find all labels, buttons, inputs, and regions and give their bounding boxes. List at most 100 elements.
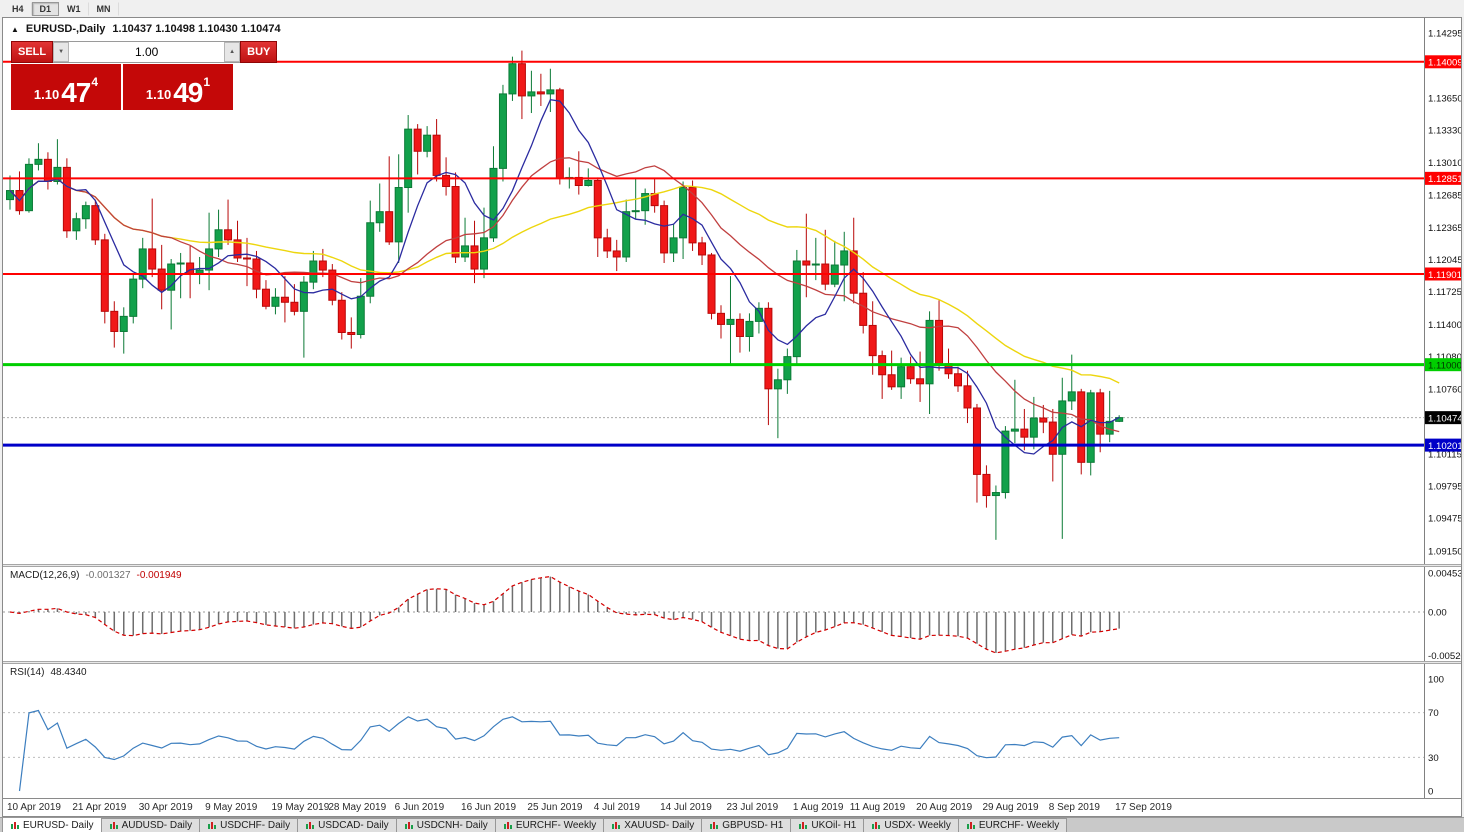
svg-text:1.13330: 1.13330 xyxy=(1428,126,1461,137)
macd-pane: 0.004536 0.00 -0.005205 MACD(12,26,9) -0.0… xyxy=(3,567,1461,661)
svg-text:1.11080: 1.11080 xyxy=(1428,352,1461,363)
date-label: 6 Jun 2019 xyxy=(394,802,445,813)
date-label: 4 Jul 2019 xyxy=(593,802,640,813)
date-label: 21 Apr 2019 xyxy=(72,802,127,813)
svg-text:1.14295: 1.14295 xyxy=(1428,28,1461,39)
volume-up-icon[interactable]: ▲ xyxy=(224,42,241,62)
chart-tab-label: USDCNH- Daily xyxy=(416,820,488,831)
chart-tab-icon xyxy=(611,821,621,830)
chart-tab-icon xyxy=(207,821,217,830)
trade-panel-collapse-icon[interactable]: ▲ xyxy=(11,24,19,34)
rsi-value: 48.4340 xyxy=(50,667,87,678)
rsi-pane: 100 70 30 0 RSI(14) 48.4340 xyxy=(3,664,1461,798)
chart-tab[interactable]: GBPUSD- H1 xyxy=(701,818,792,832)
sell-price-small: 1.10 xyxy=(33,87,60,102)
macd-label: MACD(12,26,9) -0.001327 -0.001949 xyxy=(10,570,182,581)
svg-text:1.11901: 1.11901 xyxy=(1428,270,1461,281)
chart-title: ▲ EURUSD-,Daily 1.10437 1.10498 1.10430 … xyxy=(11,23,281,35)
chart-tab-bar: EURUSD- Daily AUDUSD- Daily USDCHF- Daily U… xyxy=(0,817,1464,832)
chart-tab[interactable]: USDCHF- Daily xyxy=(199,818,299,832)
rsi-label: RSI(14) 48.4340 xyxy=(10,667,87,678)
timeframe-w1-button[interactable]: W1 xyxy=(59,1,89,16)
chart-tab-icon xyxy=(798,821,808,830)
chart-tab-icon xyxy=(503,821,512,830)
date-label: 29 Aug 2019 xyxy=(982,802,1039,813)
svg-text:70: 70 xyxy=(1428,708,1439,719)
chart-tab[interactable]: XAUUSD- Daily xyxy=(603,818,703,832)
timeframe-d1-button[interactable]: D1 xyxy=(31,1,60,16)
price-badge-1.14009 xyxy=(1425,55,1461,69)
svg-text:100: 100 xyxy=(1428,675,1444,686)
svg-text:1.12365: 1.12365 xyxy=(1428,223,1461,234)
timeframe-toolbar: H4 D1 W1 MN xyxy=(0,0,1464,17)
macd-signal-line xyxy=(9,575,1120,654)
buy-price-display[interactable]: 1.10 49 1 xyxy=(123,64,233,110)
chart-tab[interactable]: UKOil- H1 xyxy=(790,818,865,832)
chart-tab[interactable]: USDCNH- Daily xyxy=(395,818,496,832)
svg-text:1.12685: 1.12685 xyxy=(1428,191,1461,202)
svg-text:0: 0 xyxy=(1428,787,1433,798)
macd-main-value: -0.001327 xyxy=(85,570,131,581)
date-label: 11 Aug 2019 xyxy=(849,802,906,813)
macd-title: MACD(12,26,9) xyxy=(10,570,80,581)
svg-text:1.10474: 1.10474 xyxy=(1428,413,1461,424)
svg-text:1.11000: 1.11000 xyxy=(1428,360,1461,371)
buy-price-sup: 1 xyxy=(203,75,211,89)
svg-text:1.10760: 1.10760 xyxy=(1428,384,1461,395)
svg-text:1.09150: 1.09150 xyxy=(1428,546,1461,557)
chart-tab-icon xyxy=(10,821,19,830)
svg-text:1.14009: 1.14009 xyxy=(1428,58,1461,69)
sell-button[interactable]: SELL xyxy=(11,41,54,63)
timeframe-mn-button[interactable]: MN xyxy=(89,1,119,16)
volume-dropdown-icon[interactable]: ▼ xyxy=(53,42,70,62)
chart-tab-label: XAUUSD- Daily xyxy=(624,820,695,831)
date-label: 30 Apr 2019 xyxy=(138,802,193,813)
chart-tab-label: GBPUSD- H1 xyxy=(722,820,784,831)
sell-price-sup: 4 xyxy=(91,75,99,89)
date-label: 19 May 2019 xyxy=(271,802,330,813)
timeframe-h4-button[interactable]: H4 xyxy=(4,1,32,16)
main-chart-canvas[interactable]: 1.14295 1.13650 1.13330 1.13010 1.12685 1.123… xyxy=(3,18,1461,564)
chart-tab[interactable]: EURCHF- Weekly xyxy=(494,818,605,832)
svg-text:0.00: 0.00 xyxy=(1428,608,1447,619)
sell-price-display[interactable]: 1.10 47 4 xyxy=(11,64,121,110)
date-label: 16 Jun 2019 xyxy=(461,802,517,813)
date-label: 1 Aug 2019 xyxy=(792,802,844,813)
rsi-canvas[interactable]: 100 70 30 0 xyxy=(3,664,1461,798)
chart-tab-label: USDCAD- Daily xyxy=(318,820,389,831)
chart-tab-label: UKOil- H1 xyxy=(811,820,857,831)
time-axis[interactable]: 10 Apr 2019 21 Apr 2019 30 Apr 2019 9 May 2… xyxy=(3,798,1461,816)
svg-text:0.004536: 0.004536 xyxy=(1428,568,1461,579)
pane-separator[interactable] xyxy=(3,661,1461,664)
chart-tab-icon xyxy=(709,821,719,830)
chart-tab-icon xyxy=(109,821,118,830)
chart-tab-icon xyxy=(305,821,315,830)
chart-ohlc-values: 1.10437 1.10498 1.10430 1.10474 xyxy=(112,23,281,35)
rsi-line xyxy=(18,709,1120,792)
date-label: 9 May 2019 xyxy=(205,802,258,813)
svg-text:1.10115: 1.10115 xyxy=(1428,449,1461,460)
date-label: 14 Jul 2019 xyxy=(660,802,712,813)
chart-tab[interactable]: EURCHF- Weekly xyxy=(957,818,1068,832)
buy-button[interactable]: BUY xyxy=(240,41,278,63)
volume-input[interactable] xyxy=(69,42,225,62)
chart-tab[interactable]: AUDUSD- Daily xyxy=(100,818,201,832)
price-axis[interactable]: 1.14295 1.13650 1.13330 1.13010 1.12685 1.123… xyxy=(1424,18,1462,564)
svg-text:1.12851: 1.12851 xyxy=(1428,174,1461,185)
svg-text:1.13010: 1.13010 xyxy=(1428,158,1461,169)
candlestick-series xyxy=(6,50,1124,540)
svg-text:1.12045: 1.12045 xyxy=(1428,255,1461,266)
buy-price-small: 1.10 xyxy=(145,87,172,102)
chart-tab[interactable]: EURUSD- Daily xyxy=(2,817,102,832)
pane-separator[interactable] xyxy=(3,564,1461,567)
macd-histogram xyxy=(18,576,1120,653)
date-label: 28 May 2019 xyxy=(328,802,387,813)
chart-tab[interactable]: USDCAD- Daily xyxy=(297,818,397,832)
current-price-badge xyxy=(1425,411,1461,425)
date-label: 25 Jun 2019 xyxy=(527,802,583,813)
chart-tab[interactable]: USDX- Weekly xyxy=(863,818,959,832)
chart-tab-label: EURCHF- Weekly xyxy=(978,820,1060,831)
svg-text:1.13650: 1.13650 xyxy=(1428,93,1461,104)
macd-canvas[interactable]: 0.004536 0.00 -0.005205 xyxy=(3,567,1461,661)
